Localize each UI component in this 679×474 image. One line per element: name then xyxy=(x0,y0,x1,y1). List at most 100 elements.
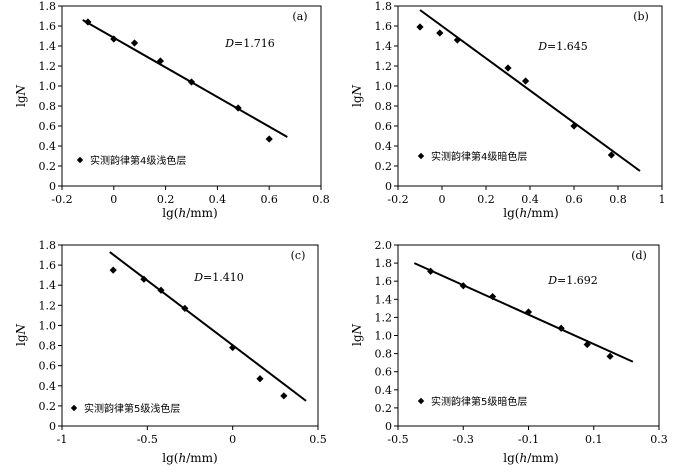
x-tick-label: 0 xyxy=(439,193,446,206)
legend-marker xyxy=(417,152,425,160)
legend-label: 实测韵律第5级暗色层 xyxy=(431,395,527,408)
plot-frame xyxy=(61,244,319,427)
fractal-dimension-label: D=1.645 xyxy=(537,40,588,53)
data-point xyxy=(453,36,461,44)
panel-label: (d) xyxy=(631,249,647,262)
y-axis-title: lgN xyxy=(14,323,28,346)
legend-label: 实测韵律第5级浅色层 xyxy=(84,402,180,415)
data-point xyxy=(606,352,614,360)
y-tick-label: 0 xyxy=(385,180,392,193)
x-axis-title: lg(h/mm) xyxy=(503,451,558,465)
y-tick-label: 1.6 xyxy=(39,20,57,33)
data-point xyxy=(570,122,578,130)
x-tick-label: 0.2 xyxy=(157,193,175,206)
y-tick-label: 1.0 xyxy=(375,330,393,343)
y-tick-label: 2.0 xyxy=(375,239,393,252)
plot-frame xyxy=(61,5,322,187)
y-axis-title: lgN xyxy=(14,84,28,107)
legend-label: 实测韵律第4级浅色层 xyxy=(90,154,186,167)
fractal-dimension-label: D=1.716 xyxy=(224,37,275,50)
y-tick-label: 1.8 xyxy=(39,239,57,252)
data-point xyxy=(459,282,467,290)
y-tick-label: 1.6 xyxy=(375,275,393,288)
fractal-dimension-label: D=1.410 xyxy=(193,271,244,284)
y-tick-label: 0.8 xyxy=(39,100,57,113)
y-tick-label: 0.2 xyxy=(375,402,393,415)
data-point xyxy=(110,35,118,43)
chart-panel-1: -0.2 0 0.2 0.4 0.6 0.800.20.40.60.81.01.21.41… xyxy=(14,0,330,220)
y-tick-label: 1.4 xyxy=(39,279,57,292)
x-tick-label: 1 xyxy=(659,193,666,206)
y-tick-label: 1.4 xyxy=(39,40,57,53)
panel-label: (b) xyxy=(633,10,649,23)
y-tick-label: 1.2 xyxy=(375,311,393,324)
x-tick-label: 0 xyxy=(229,433,236,446)
x-axis-title: lg(h/mm) xyxy=(503,206,558,220)
data-point xyxy=(265,135,273,143)
x-tick-label: 0 xyxy=(110,193,117,206)
y-axis-title: lgN xyxy=(350,84,364,107)
data-point xyxy=(607,151,615,159)
data-point xyxy=(84,18,92,26)
x-tick-label: 0.3 xyxy=(650,433,668,446)
data-point xyxy=(130,39,139,47)
legend-marker xyxy=(70,404,78,412)
x-tick-label: -1 xyxy=(57,433,68,446)
y-tick-label: 0.4 xyxy=(375,140,393,153)
x-tick-label: 0.6 xyxy=(565,193,583,206)
y-tick-label: 0.6 xyxy=(39,120,57,133)
y-tick-label: 1.6 xyxy=(39,259,57,272)
data-point xyxy=(156,57,165,65)
x-tick-label: 0.1 xyxy=(585,433,603,446)
chart-panel-3: -1 -0.5 0 0.5 0 0.2 0.4 0.6 0.8 1.0 1.2 1.4 1.6 1.8 lg… xyxy=(14,239,327,465)
y-tick-label: 0.4 xyxy=(375,384,393,397)
y-tick-label: 1.0 xyxy=(375,80,393,93)
data-point xyxy=(181,304,189,312)
y-tick-label: 1.2 xyxy=(375,60,393,73)
data-point xyxy=(583,340,591,349)
y-tick-label: 0.6 xyxy=(375,120,393,133)
legend-marker xyxy=(76,156,84,164)
data-point xyxy=(489,292,497,301)
y-tick-label: 0.8 xyxy=(39,340,57,353)
y-tick-label: 1.8 xyxy=(39,0,57,13)
chart-panel-4: -0.5 -0.3 -0.1 0.1 0.3 0 0.2 0.4 0.6 0.8 1.0 1.2 1.4… xyxy=(350,239,668,465)
legend-label: 实测韵律第4级暗色层 xyxy=(431,150,527,163)
fit-line xyxy=(419,9,641,172)
data-point xyxy=(140,275,148,283)
x-tick-label: -0.5 xyxy=(137,433,158,446)
y-tick-label: 0.8 xyxy=(375,100,393,113)
y-tick-label: 1.0 xyxy=(39,319,57,332)
data-point xyxy=(187,78,196,86)
y-tick-label: 0 xyxy=(49,180,56,193)
fit-line xyxy=(413,262,634,363)
y-tick-label: 1.8 xyxy=(375,0,393,13)
data-point xyxy=(436,29,444,37)
x-axis-title: lg(h/mm) xyxy=(162,451,217,465)
y-tick-label: 1.2 xyxy=(39,299,57,312)
y-tick-label: 0.8 xyxy=(375,348,393,361)
legend-marker xyxy=(417,397,425,405)
y-tick-label: 1.4 xyxy=(375,40,393,53)
x-tick-label: 0.5 xyxy=(309,433,327,446)
x-tick-label: 0.8 xyxy=(312,193,330,206)
x-axis-title: lg(h/mm) xyxy=(162,206,217,220)
chart-panel-2: -0.2 0 0.2 0.4 0.6 0.8 100.20.40.60.81.01.21.4… xyxy=(350,0,666,220)
data-point xyxy=(557,324,565,332)
data-point xyxy=(229,343,237,352)
data-point xyxy=(256,375,264,383)
y-tick-label: 0 xyxy=(385,420,392,433)
y-tick-label: 1.6 xyxy=(375,20,393,33)
panel-label: (c) xyxy=(291,249,306,262)
x-tick-label: 0.4 xyxy=(209,193,227,206)
y-tick-label: 1.2 xyxy=(39,60,57,73)
y-tick-label: 0.4 xyxy=(39,140,57,153)
data-point xyxy=(109,266,117,274)
x-tick-label: 0.2 xyxy=(477,193,495,206)
data-point xyxy=(416,23,424,31)
y-axis-title: lgN xyxy=(350,323,364,346)
fractal-dimension-label: D=1.692 xyxy=(547,274,598,287)
x-tick-label: 0.4 xyxy=(521,193,539,206)
data-point xyxy=(280,392,288,400)
